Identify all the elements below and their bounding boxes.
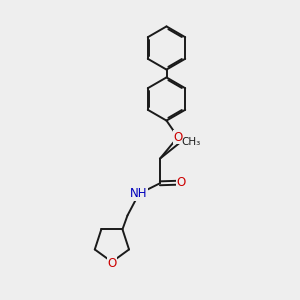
Text: CH₃: CH₃ <box>182 137 201 147</box>
Text: O: O <box>107 257 116 270</box>
Text: O: O <box>176 176 185 189</box>
Text: O: O <box>173 130 182 144</box>
Text: NH: NH <box>130 187 148 200</box>
